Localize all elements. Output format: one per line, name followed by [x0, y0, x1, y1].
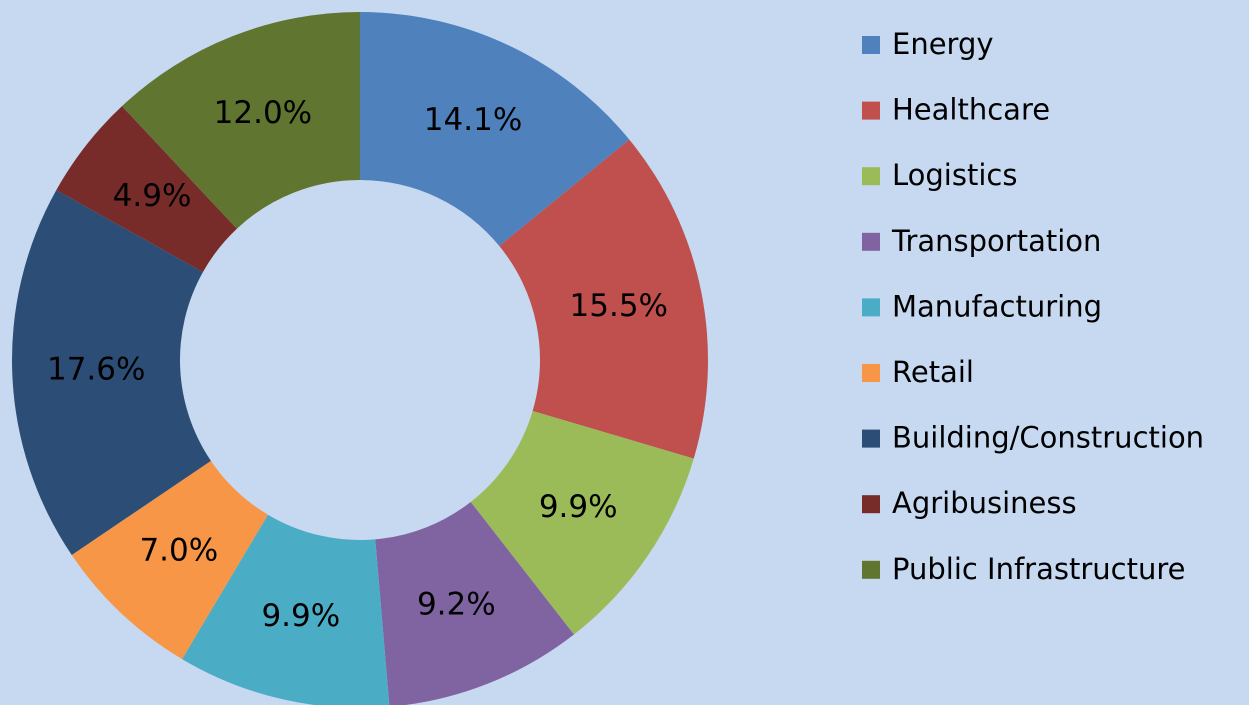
legend-label: Logistics	[892, 158, 1017, 192]
slice	[360, 12, 630, 247]
slice	[121, 12, 361, 229]
legend-label: Agribusiness	[892, 486, 1077, 520]
legend-swatch	[862, 36, 880, 54]
data-label: 14.1%	[424, 102, 522, 138]
slice	[499, 139, 708, 459]
legend-label: Retail	[892, 355, 974, 389]
data-label: 9.2%	[417, 586, 496, 622]
legend-label: Building/Construction	[892, 421, 1204, 455]
legend-swatch	[862, 495, 880, 514]
legend-label: Public Infrastructure	[892, 552, 1185, 586]
legend-label: Energy	[892, 27, 994, 61]
legend-swatch	[862, 101, 880, 120]
legend-label: Healthcare	[892, 93, 1050, 127]
legend-swatch	[862, 167, 880, 186]
data-label: 15.5%	[570, 288, 668, 324]
slice	[470, 410, 694, 635]
data-label: 9.9%	[261, 598, 340, 634]
data-label: 12.0%	[214, 95, 312, 131]
data-label: 7.0%	[139, 533, 218, 569]
legend-swatch	[862, 232, 880, 251]
legend-label: Manufacturing	[892, 289, 1102, 323]
slice	[11, 190, 211, 555]
data-label: 17.6%	[47, 352, 145, 388]
slice	[71, 460, 268, 660]
legend-swatch	[862, 298, 880, 317]
data-label: 4.9%	[113, 178, 192, 214]
legend-label: Transportation	[891, 224, 1101, 258]
data-label: 9.9%	[539, 489, 618, 525]
slice	[375, 501, 574, 705]
legend-swatch	[862, 429, 880, 448]
legend-swatch	[862, 560, 880, 579]
legend-swatch	[862, 364, 880, 382]
slice	[56, 106, 237, 273]
slice	[182, 514, 390, 705]
